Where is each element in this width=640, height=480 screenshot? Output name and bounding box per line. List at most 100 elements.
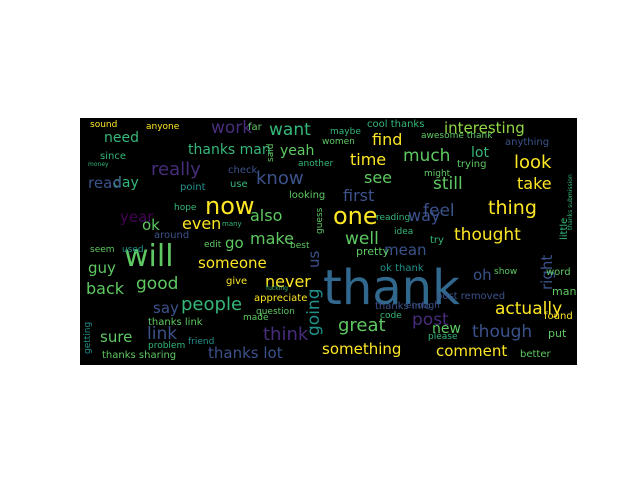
word: thanks info: [375, 301, 431, 312]
word: really: [151, 159, 201, 180]
word: trying: [457, 159, 487, 170]
word: enough: [406, 301, 440, 311]
word: cool thanks: [367, 119, 425, 130]
word: mean: [384, 241, 427, 259]
word: work: [211, 118, 253, 138]
word: find: [372, 130, 403, 149]
word: going: [304, 288, 324, 336]
word: think: [263, 324, 309, 345]
word: sound: [90, 120, 118, 130]
word: try: [430, 235, 444, 246]
word: want: [269, 120, 311, 140]
word: code: [380, 311, 402, 321]
word: time: [350, 150, 387, 169]
word: read: [88, 174, 122, 192]
word: around: [154, 230, 190, 241]
word: edit: [204, 240, 222, 250]
word: make: [250, 229, 294, 248]
word: anyone: [146, 122, 180, 132]
word: take: [517, 174, 552, 193]
word: guy: [88, 259, 116, 277]
word: one: [333, 202, 378, 230]
word: someone: [198, 254, 267, 272]
word: question: [256, 307, 295, 317]
word: year: [120, 208, 154, 226]
word: sure: [100, 328, 133, 346]
word: friend: [188, 337, 215, 347]
word: thanks man: [188, 142, 271, 158]
word: thank: [323, 260, 460, 316]
word: getting: [83, 321, 93, 354]
word: ok: [142, 216, 160, 234]
word: now: [205, 192, 255, 220]
word: appreciate: [254, 293, 308, 304]
word: need: [104, 130, 139, 146]
word: people: [181, 294, 243, 315]
word: thanks link: [148, 317, 203, 328]
word: yeah: [280, 143, 315, 159]
word: hope: [174, 203, 197, 213]
word: never: [265, 272, 311, 291]
word: guess: [315, 207, 325, 234]
word: thanks sharing: [102, 350, 177, 361]
word: back: [86, 279, 125, 298]
word: new: [432, 321, 461, 337]
word: seem: [90, 245, 115, 255]
word: lot: [471, 145, 489, 161]
word: use: [230, 179, 248, 190]
word: word: [546, 267, 571, 278]
word: know: [256, 168, 304, 189]
word: thought: [454, 225, 521, 245]
word: see: [364, 168, 393, 187]
word: idea: [394, 227, 414, 237]
word: pretty: [356, 245, 390, 258]
word: something: [322, 340, 402, 358]
word: best: [290, 241, 310, 251]
word: comment: [436, 342, 508, 360]
word: another: [298, 159, 334, 169]
word: problem: [148, 341, 186, 351]
word: many: [222, 220, 242, 228]
word: give: [226, 276, 248, 287]
word: will: [124, 239, 174, 274]
word: fucking: [266, 285, 288, 292]
word: please: [428, 332, 458, 342]
word: though: [472, 322, 533, 342]
word: say: [153, 299, 179, 317]
word: awesome thank: [421, 131, 493, 141]
word: women: [322, 137, 355, 147]
word: actually: [495, 299, 563, 319]
word: interesting: [444, 119, 525, 137]
word: reading: [376, 213, 411, 223]
word: man: [552, 285, 577, 298]
word: check: [228, 165, 258, 176]
word: put: [548, 327, 567, 340]
word: thanks lot: [208, 344, 283, 362]
word: made: [243, 313, 269, 323]
word: go: [225, 234, 244, 252]
word: first: [343, 186, 375, 205]
word: link: [147, 324, 178, 344]
word: feel: [423, 201, 455, 221]
word: anything: [505, 137, 550, 148]
word: money: [88, 161, 109, 168]
word: since: [100, 151, 126, 162]
word: good: [136, 274, 179, 294]
word: us: [305, 250, 323, 268]
word: way: [408, 206, 441, 225]
word: post removed: [436, 291, 506, 302]
word: looking: [289, 190, 326, 201]
word: said: [266, 143, 276, 162]
word: found: [544, 311, 573, 322]
word: thing: [488, 197, 537, 219]
word: used: [122, 245, 144, 255]
word: oh: [473, 266, 492, 284]
word: even: [182, 214, 222, 233]
word: show: [494, 267, 518, 277]
word-cloud: thank will now one know really work want…: [80, 118, 577, 365]
word: point: [180, 182, 206, 193]
word: post: [412, 310, 449, 330]
word: look: [514, 152, 552, 173]
word: day: [113, 175, 139, 191]
word: still: [433, 174, 463, 194]
